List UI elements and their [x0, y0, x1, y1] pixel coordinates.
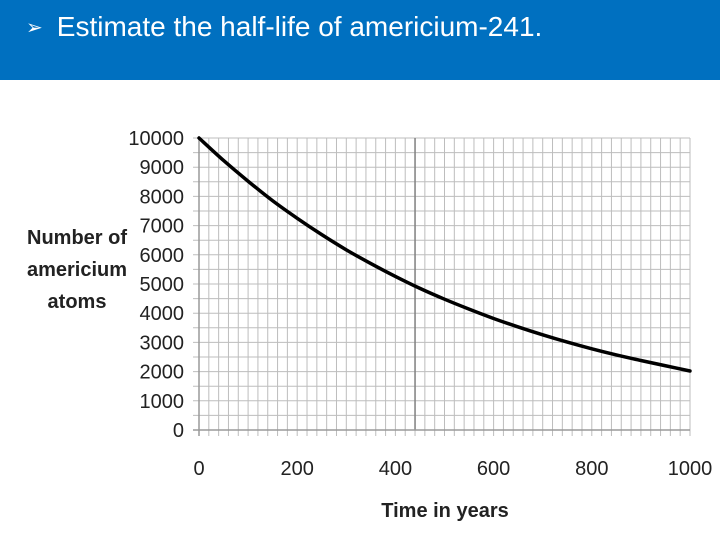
y-tick-label: 10000	[128, 128, 184, 150]
chart-axes	[193, 138, 690, 436]
y-tick-label: 6000	[140, 245, 185, 267]
y-tick-label: 7000	[140, 216, 185, 238]
x-tick-labels: 0 200 400 600 800 1000	[193, 458, 712, 480]
x-tick-label: 400	[379, 458, 412, 480]
y-axis-label-line-1: Number of	[27, 227, 127, 249]
y-tick-label: 8000	[140, 186, 185, 208]
slide-title: Estimate the half-life of americium-241.	[56, 11, 543, 42]
y-tick-label: 1000	[140, 391, 185, 413]
y-axis-label-line-2: americium	[27, 259, 127, 281]
x-tick-label: 600	[477, 458, 510, 480]
chart-grid	[193, 137, 691, 436]
y-tick-label: 4000	[140, 303, 185, 325]
title-bar: ➢ Estimate the half-life of americium-24…	[0, 0, 720, 80]
x-tick-label: 200	[281, 458, 314, 480]
y-tick-label: 9000	[140, 157, 185, 179]
x-tick-label: 1000	[668, 458, 713, 480]
title-row: ➢ Estimate the half-life of americium-24…	[26, 5, 542, 49]
series-line	[197, 136, 692, 373]
y-tick-labels: 0 1000 2000 3000 4000 5000 6000 7000 8000 9000 100…	[128, 128, 184, 442]
y-tick-label: 3000	[140, 332, 185, 354]
x-tick-label: 0	[193, 458, 204, 480]
x-axis-label: Time in years	[381, 500, 508, 522]
y-axis-label-line-3: atoms	[48, 291, 107, 313]
y-tick-label: 2000	[140, 362, 185, 384]
y-tick-label: 0	[173, 420, 184, 442]
half-life-chart: 0100020003000400050006000700080009000100…	[27, 128, 712, 522]
y-tick-label: 5000	[140, 274, 185, 296]
arrowhead-bullet-icon: ➢	[26, 15, 43, 39]
x-tick-label: 800	[575, 458, 608, 480]
